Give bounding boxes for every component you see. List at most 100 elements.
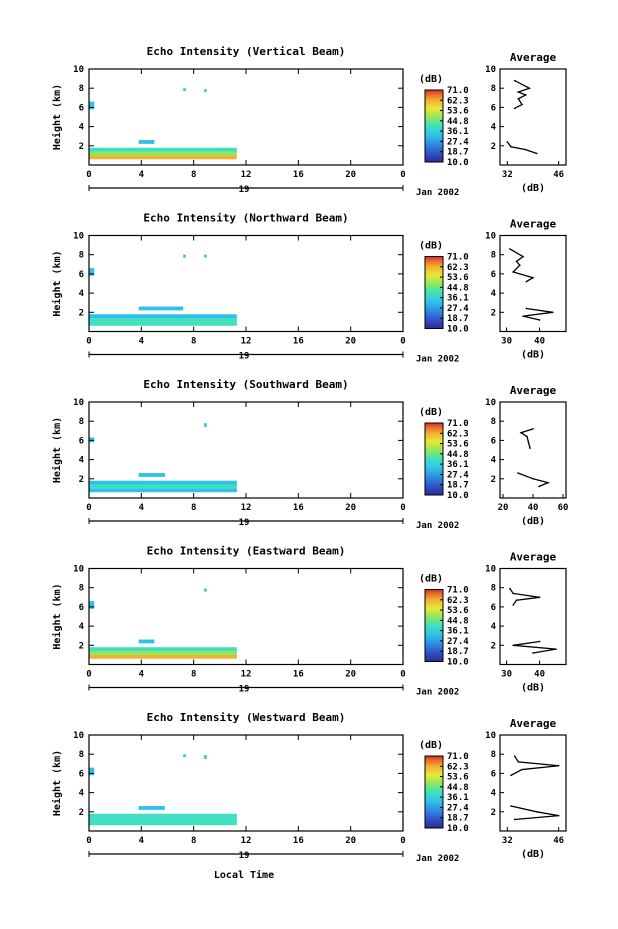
y-tick-label: 8 (79, 84, 84, 94)
y-tick-label: 6 (79, 603, 84, 613)
colorbar-tick-label: 71.0 (447, 253, 469, 263)
colorbar-tick-label: 53.6 (447, 107, 469, 117)
x-tick-label: 0 (400, 836, 405, 846)
chart-title: Echo Intensity (Northward Beam) (143, 212, 348, 225)
date-label: Jan 2002 (416, 188, 459, 198)
x-tick-label: 16 (293, 670, 304, 680)
colorbar-tick-label: 53.6 (447, 773, 469, 783)
heatmap-cell (204, 588, 207, 592)
colorbar-tick-label: 62.3 (447, 596, 469, 606)
colorbar-tick-label: 44.8 (447, 616, 469, 626)
heatmap-cell (89, 817, 237, 822)
heatmap-cell (89, 654, 237, 659)
avg-profile-point (512, 644, 514, 647)
avg-profile-line (506, 141, 537, 155)
colorbar-tick-label: 44.8 (447, 117, 469, 127)
colorbar-tick-label: 71.0 (447, 86, 469, 96)
colorbar-unit: (dB) (419, 740, 443, 751)
avg-y-tick-label: 6 (491, 603, 496, 613)
avg-x-tick-label: 46 (553, 170, 564, 180)
avg-y-tick-label: 8 (491, 417, 496, 427)
heatmap-cell (183, 88, 186, 92)
x-tick-label: 12 (241, 670, 252, 680)
x-tick-label: 8 (191, 170, 196, 180)
avg-title: Average (510, 218, 557, 231)
avg-profile-point (532, 428, 534, 430)
x-tick-label: 16 (293, 337, 304, 347)
avg-profile-point (512, 604, 514, 606)
avg-profile-point (529, 447, 531, 449)
colorbar-tick-label: 44.8 (447, 283, 469, 293)
heatmap-cell (89, 484, 237, 489)
colorbar-tick-label: 53.6 (447, 606, 469, 616)
avg-y-tick-label: 10 (485, 232, 496, 242)
colorbar-tick-label: 27.4 (447, 137, 469, 147)
colorbar-tick-label: 18.7 (447, 481, 469, 491)
avg-profile-point (538, 640, 541, 643)
colorbar-tick-label: 10.0 (447, 491, 469, 501)
colorbar (424, 256, 444, 329)
avg-profile-point (510, 805, 512, 807)
chart-title: Echo Intensity (Vertical Beam) (147, 45, 346, 58)
y-tick-label: 10 (73, 565, 84, 575)
y-tick-label: 2 (79, 308, 84, 318)
colorbar-tick-label: 62.3 (447, 263, 469, 273)
y-tick-label: 10 (73, 731, 84, 741)
x-tick-label: 16 (293, 170, 304, 180)
y-tick-label: 2 (79, 475, 84, 485)
x-tick-label: 0 (86, 503, 91, 513)
avg-frame (499, 401, 567, 499)
avg-profile-point (522, 255, 524, 258)
y-tick-label: 4 (79, 789, 85, 799)
colorbar-unit: (dB) (419, 574, 443, 585)
avg-y-tick-label: 8 (491, 251, 496, 261)
x-tick-label: 4 (139, 170, 145, 180)
heatmap-cell (138, 806, 165, 810)
avg-y-tick-label: 8 (491, 84, 496, 94)
avg-profile-point (557, 814, 560, 817)
x-tick-label: 12 (241, 170, 252, 180)
avg-x-label: (dB) (521, 183, 545, 194)
avg-y-tick-label: 6 (491, 103, 496, 113)
heatmap-cell (89, 480, 237, 485)
heatmap-cell (183, 254, 186, 258)
y-tick-label: 10 (73, 65, 84, 75)
heatmap-cell (204, 423, 207, 427)
avg-profile-point (525, 307, 528, 310)
colorbar-tick-label: 44.8 (447, 450, 469, 460)
avg-profile-line (517, 472, 551, 488)
heatmap-cell (89, 147, 237, 152)
avg-profile-point (555, 648, 557, 650)
avg-profile-point (527, 441, 530, 444)
avg-x-tick-label: 60 (558, 503, 569, 513)
avg-profile-point (532, 652, 534, 654)
avg-y-tick-label: 4 (491, 456, 497, 466)
avg-x-tick-label: 40 (534, 337, 545, 347)
avg-x-tick-label: 32 (502, 170, 513, 180)
chart-title: Echo Intensity (Eastward Beam) (147, 545, 346, 558)
avg-x-tick-label: 30 (501, 670, 512, 680)
y-axis-label: Height (km) (51, 750, 63, 816)
date-label: Jan 2002 (416, 688, 459, 698)
avg-x-label: (dB) (521, 516, 545, 527)
x-tick-label: 4 (139, 836, 145, 846)
heatmap-cell (89, 601, 95, 609)
x-tick-label: 0 (86, 170, 91, 180)
date-label: Jan 2002 (416, 521, 459, 531)
avg-profile-point (512, 271, 514, 273)
avg-profile-point (513, 755, 516, 757)
avg-profile-point (538, 319, 541, 321)
chart-title: Echo Intensity (Southward Beam) (143, 378, 348, 391)
colorbar-tick-label: 53.6 (447, 273, 469, 283)
avg-x-label: (dB) (521, 350, 545, 361)
avg-profile-point (535, 152, 538, 155)
colorbar-tick-label: 62.3 (447, 96, 469, 106)
y-tick-label: 4 (79, 123, 85, 133)
avg-y-tick-label: 6 (491, 436, 496, 446)
x-tick-label: 20 (345, 170, 356, 180)
avg-profile-point (552, 311, 554, 314)
heatmap-cell (89, 155, 237, 160)
colorbar (424, 755, 444, 829)
avg-profile-line (519, 428, 534, 449)
x-tick-label: 12 (241, 503, 252, 513)
